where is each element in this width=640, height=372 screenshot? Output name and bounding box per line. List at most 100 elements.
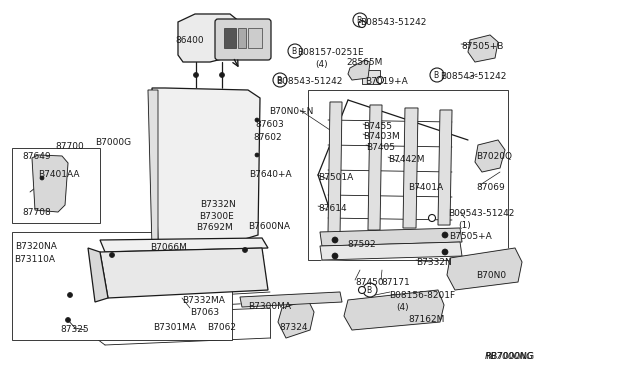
Text: B7600NA: B7600NA	[248, 222, 290, 231]
Circle shape	[109, 253, 115, 257]
Polygon shape	[152, 88, 260, 242]
Circle shape	[358, 20, 365, 28]
Polygon shape	[148, 90, 158, 248]
Text: B7403M: B7403M	[363, 132, 400, 141]
Bar	[238, 28, 246, 48]
Circle shape	[363, 283, 377, 297]
Polygon shape	[148, 90, 158, 248]
Circle shape	[40, 176, 44, 180]
Polygon shape	[240, 292, 342, 307]
Text: B09543-51242: B09543-51242	[448, 209, 515, 218]
Text: B73110A: B73110A	[14, 255, 55, 264]
Circle shape	[358, 286, 365, 294]
Circle shape	[442, 249, 448, 255]
Polygon shape	[403, 108, 418, 228]
Polygon shape	[438, 110, 452, 225]
Circle shape	[255, 118, 259, 122]
Circle shape	[376, 77, 383, 83]
Polygon shape	[344, 290, 444, 330]
Circle shape	[193, 73, 198, 77]
Text: 87602: 87602	[253, 133, 282, 142]
Text: (4): (4)	[396, 303, 408, 312]
Text: B7020Q: B7020Q	[476, 152, 512, 161]
Text: 87614: 87614	[318, 204, 347, 213]
Circle shape	[273, 73, 287, 87]
Polygon shape	[468, 35, 498, 62]
Polygon shape	[88, 248, 108, 302]
Text: B7401A: B7401A	[408, 183, 443, 192]
Polygon shape	[32, 155, 68, 212]
Text: RB7000NG: RB7000NG	[485, 352, 534, 361]
Text: B7019+A: B7019+A	[365, 77, 408, 86]
Polygon shape	[403, 108, 418, 228]
Text: B08157-0251E: B08157-0251E	[297, 48, 364, 57]
Text: B: B	[433, 71, 438, 80]
Polygon shape	[368, 105, 382, 230]
Polygon shape	[447, 248, 522, 290]
Circle shape	[430, 68, 444, 82]
Text: B7300MA: B7300MA	[248, 302, 291, 311]
Polygon shape	[100, 248, 268, 298]
Circle shape	[332, 253, 338, 259]
Text: B08543-51242: B08543-51242	[360, 18, 426, 27]
Polygon shape	[348, 60, 370, 80]
Bar	[12, 148, 100, 223]
Text: B7320NA: B7320NA	[15, 242, 57, 251]
FancyBboxPatch shape	[215, 19, 271, 60]
Text: 87450: 87450	[355, 278, 383, 287]
Text: B: B	[291, 47, 296, 56]
Text: 87603: 87603	[255, 120, 284, 129]
Text: B7401AA: B7401AA	[38, 170, 79, 179]
Text: B: B	[276, 76, 282, 85]
Text: 87700: 87700	[55, 142, 84, 151]
Text: 87324: 87324	[279, 323, 307, 332]
Polygon shape	[348, 60, 370, 80]
Polygon shape	[240, 292, 342, 307]
Text: B7000G: B7000G	[95, 138, 131, 147]
Polygon shape	[320, 242, 462, 260]
Polygon shape	[368, 105, 382, 230]
Polygon shape	[278, 300, 314, 338]
Bar	[308, 90, 508, 260]
Circle shape	[353, 13, 367, 27]
Text: B7332MA: B7332MA	[182, 296, 225, 305]
Polygon shape	[320, 228, 462, 246]
Circle shape	[243, 247, 248, 253]
Text: B70N0: B70N0	[476, 271, 506, 280]
Circle shape	[288, 44, 302, 58]
Text: 87171: 87171	[381, 278, 410, 287]
Text: 87649: 87649	[22, 152, 51, 161]
Text: 87505+B: 87505+B	[461, 42, 504, 51]
Circle shape	[255, 153, 259, 157]
Polygon shape	[88, 248, 108, 302]
Text: B: B	[367, 286, 372, 295]
Text: (1): (1)	[458, 221, 471, 230]
Polygon shape	[152, 88, 260, 242]
Polygon shape	[468, 35, 498, 62]
Text: 87592: 87592	[347, 240, 376, 249]
Circle shape	[429, 215, 435, 221]
Text: B7332N: B7332N	[416, 258, 452, 267]
Text: B7063: B7063	[190, 308, 219, 317]
Polygon shape	[100, 238, 268, 252]
Text: 28565M: 28565M	[346, 58, 382, 67]
Text: B7501A: B7501A	[318, 173, 353, 182]
Text: 87325: 87325	[60, 325, 88, 334]
Polygon shape	[178, 14, 240, 62]
Polygon shape	[344, 290, 444, 330]
Text: RB7000NG: RB7000NG	[485, 352, 534, 361]
Polygon shape	[475, 140, 505, 172]
Polygon shape	[328, 102, 342, 235]
Circle shape	[65, 317, 70, 323]
Text: 87708: 87708	[22, 208, 51, 217]
Polygon shape	[32, 155, 68, 212]
Bar	[248, 28, 262, 48]
Bar	[224, 28, 236, 48]
Text: B7301MA: B7301MA	[153, 323, 196, 332]
Bar	[12, 232, 232, 340]
Circle shape	[67, 292, 72, 298]
Text: B7062: B7062	[207, 323, 236, 332]
Bar	[362, 70, 380, 84]
Text: B7640+A: B7640+A	[249, 170, 292, 179]
Polygon shape	[178, 14, 240, 62]
